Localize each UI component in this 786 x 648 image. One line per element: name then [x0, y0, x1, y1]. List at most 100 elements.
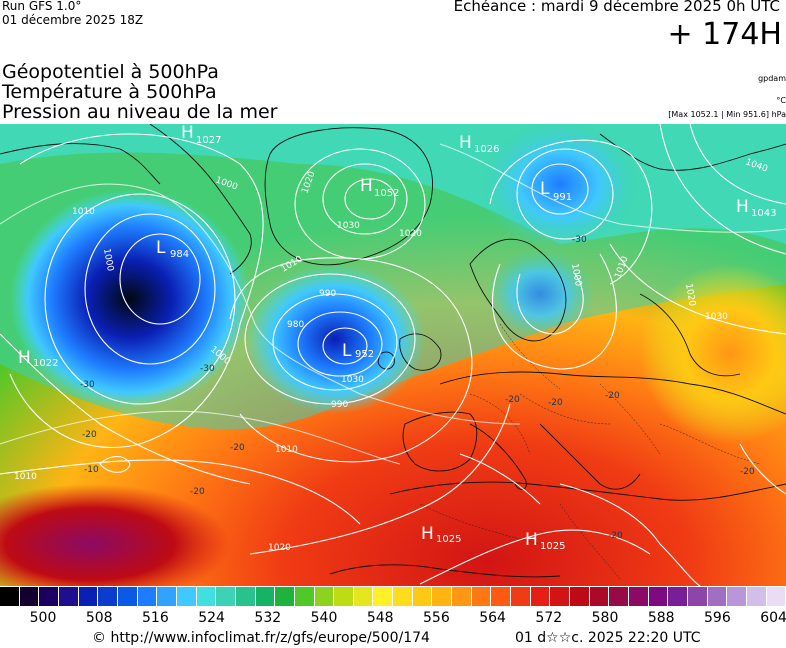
colorbar-label: 596 [704, 610, 731, 626]
colorbar-swatch [353, 587, 374, 606]
run-label: Run GFS 1.0° [2, 0, 82, 13]
colorbar-label: 604 [760, 610, 786, 626]
high-value: 1022 [33, 358, 58, 369]
weather-map: H 1027 H 1026 H 1052 L 991 H 1043 L 984 … [0, 124, 786, 586]
colorbar-swatch [58, 587, 79, 606]
warm-sw [0, 484, 230, 586]
isobar-label: 1010 [275, 445, 298, 455]
colorbar-swatch [373, 587, 394, 606]
colorbar-label: 572 [535, 610, 563, 626]
colorbar-swatch [157, 587, 177, 606]
high-value: 1025 [540, 541, 565, 552]
colorbar-swatch [707, 587, 728, 606]
pressure-max-min: [Max 1052.1 | Min 951.6] hPa [668, 110, 786, 119]
temperature-label: -30 [572, 235, 587, 245]
temperature-labels: -30 -20 -10 -20 -30 -20 -20 -20 -20 -30 … [80, 235, 755, 541]
colorbar-swatch [648, 587, 669, 606]
pressure-centers: H 1027 H 1026 H 1052 L 991 H 1043 L 984 … [18, 124, 776, 552]
colorbar-swatch [334, 587, 354, 606]
country-borders [419, 323, 761, 580]
colorbar-swatch [412, 587, 433, 606]
isobar-label: 990 [319, 289, 336, 299]
high-value: 1027 [196, 135, 221, 146]
high-value: 1043 [751, 208, 776, 219]
isobar-label: 990 [331, 400, 348, 410]
colorbar-swatch [432, 587, 453, 606]
high-label: H [525, 530, 538, 550]
forecast-valid-time: Echéance : mardi 9 décembre 2025 0h UTC [453, 0, 780, 15]
cold-low-central [245, 264, 425, 414]
isobar-label: 1020 [268, 543, 291, 553]
copyright-source: © http://www.infoclimat.fr/z/gfs/europe/… [92, 630, 430, 646]
high-label: H [360, 176, 373, 196]
generated-date: 01 d☆☆c. 2025 22:20 UTC [515, 630, 701, 646]
colorbar-label: 508 [85, 610, 113, 626]
colorbar-swatch [137, 587, 158, 606]
colorbar-swatch [294, 587, 315, 606]
colorbar-swatch [255, 587, 276, 606]
temperature-label: -20 [82, 430, 97, 440]
colorbar-swatch [39, 587, 59, 606]
temperature-label: -20 [740, 467, 755, 477]
colorbar-swatch [530, 587, 551, 606]
map-title-pressure: Pression au niveau de la mer [2, 101, 278, 123]
high-label: H [736, 197, 749, 217]
isobar-label: 1030 [337, 221, 360, 231]
colorbar-swatch [19, 587, 40, 606]
colorbar-swatch [176, 587, 197, 606]
low-value: 984 [170, 249, 189, 260]
colorbar-swatch [766, 587, 786, 606]
temperature-label: -20 [608, 531, 623, 541]
low-value: 952 [355, 349, 374, 360]
isobar-label: 1020 [683, 283, 697, 308]
forecast-horizon: + 174H [667, 17, 783, 52]
unit-gpdam: gpdam [758, 74, 786, 83]
colorbar-swatch [393, 587, 413, 606]
colorbar-swatch [491, 587, 512, 606]
coastlines [0, 124, 786, 578]
cold-low-north [480, 124, 640, 249]
colorbar-labels: 500 508 516 524 532 540 548 556 564 572 580 588 596 6… [0, 610, 786, 628]
colorbar-label: 548 [366, 610, 394, 626]
colorbar-swatch [550, 587, 571, 606]
colorbar-label: 500 [29, 610, 57, 626]
isobar-label: 1010 [14, 472, 37, 482]
colorbar-swatch [511, 587, 531, 606]
isobar-label: 1000 [569, 263, 583, 288]
colorbar-swatch [727, 587, 747, 606]
cold-north-sea [485, 249, 595, 339]
colorbar-swatch [117, 587, 138, 606]
high-value: 1026 [474, 144, 499, 155]
colorbar-swatch [196, 587, 217, 606]
colorbar-swatch [589, 587, 610, 606]
map-title-geopotential: Géopotentiel à 500hPa [2, 61, 219, 83]
high-value: 1052 [374, 188, 399, 199]
temperature-label: -20 [230, 443, 245, 453]
isobar-label: 1010 [72, 207, 95, 217]
colorbar-swatch [0, 587, 20, 606]
geopotential-lines [0, 143, 786, 465]
colorbar-label: 556 [423, 610, 450, 626]
cold-low-west [10, 189, 250, 409]
low-value: 991 [553, 192, 572, 203]
colorbar-swatch [687, 587, 708, 606]
colorbar-label: 532 [254, 610, 282, 626]
isobar-label: 1030 [341, 375, 364, 385]
colorbar-swatch [235, 587, 256, 606]
low-label: L [540, 179, 550, 199]
map-title-temperature: Température à 500hPa [2, 81, 217, 103]
temperature-label: -20 [548, 398, 563, 408]
colorbar-label: 580 [591, 610, 619, 626]
temperature-label: -20 [190, 487, 205, 497]
isobar-label: 1000 [101, 248, 115, 273]
high-label: H [421, 524, 434, 544]
high-label: H [181, 124, 194, 143]
temperature-colorbar [0, 587, 786, 606]
unit-celsius: °C [776, 96, 786, 105]
warm-east [640, 264, 786, 444]
isobar-label: 1020 [399, 229, 422, 239]
colorbar-swatch [78, 587, 99, 606]
temperature-label: -30 [200, 364, 215, 374]
colorbar-swatch [570, 587, 590, 606]
run-date: 01 décembre 2025 18Z [2, 13, 144, 27]
